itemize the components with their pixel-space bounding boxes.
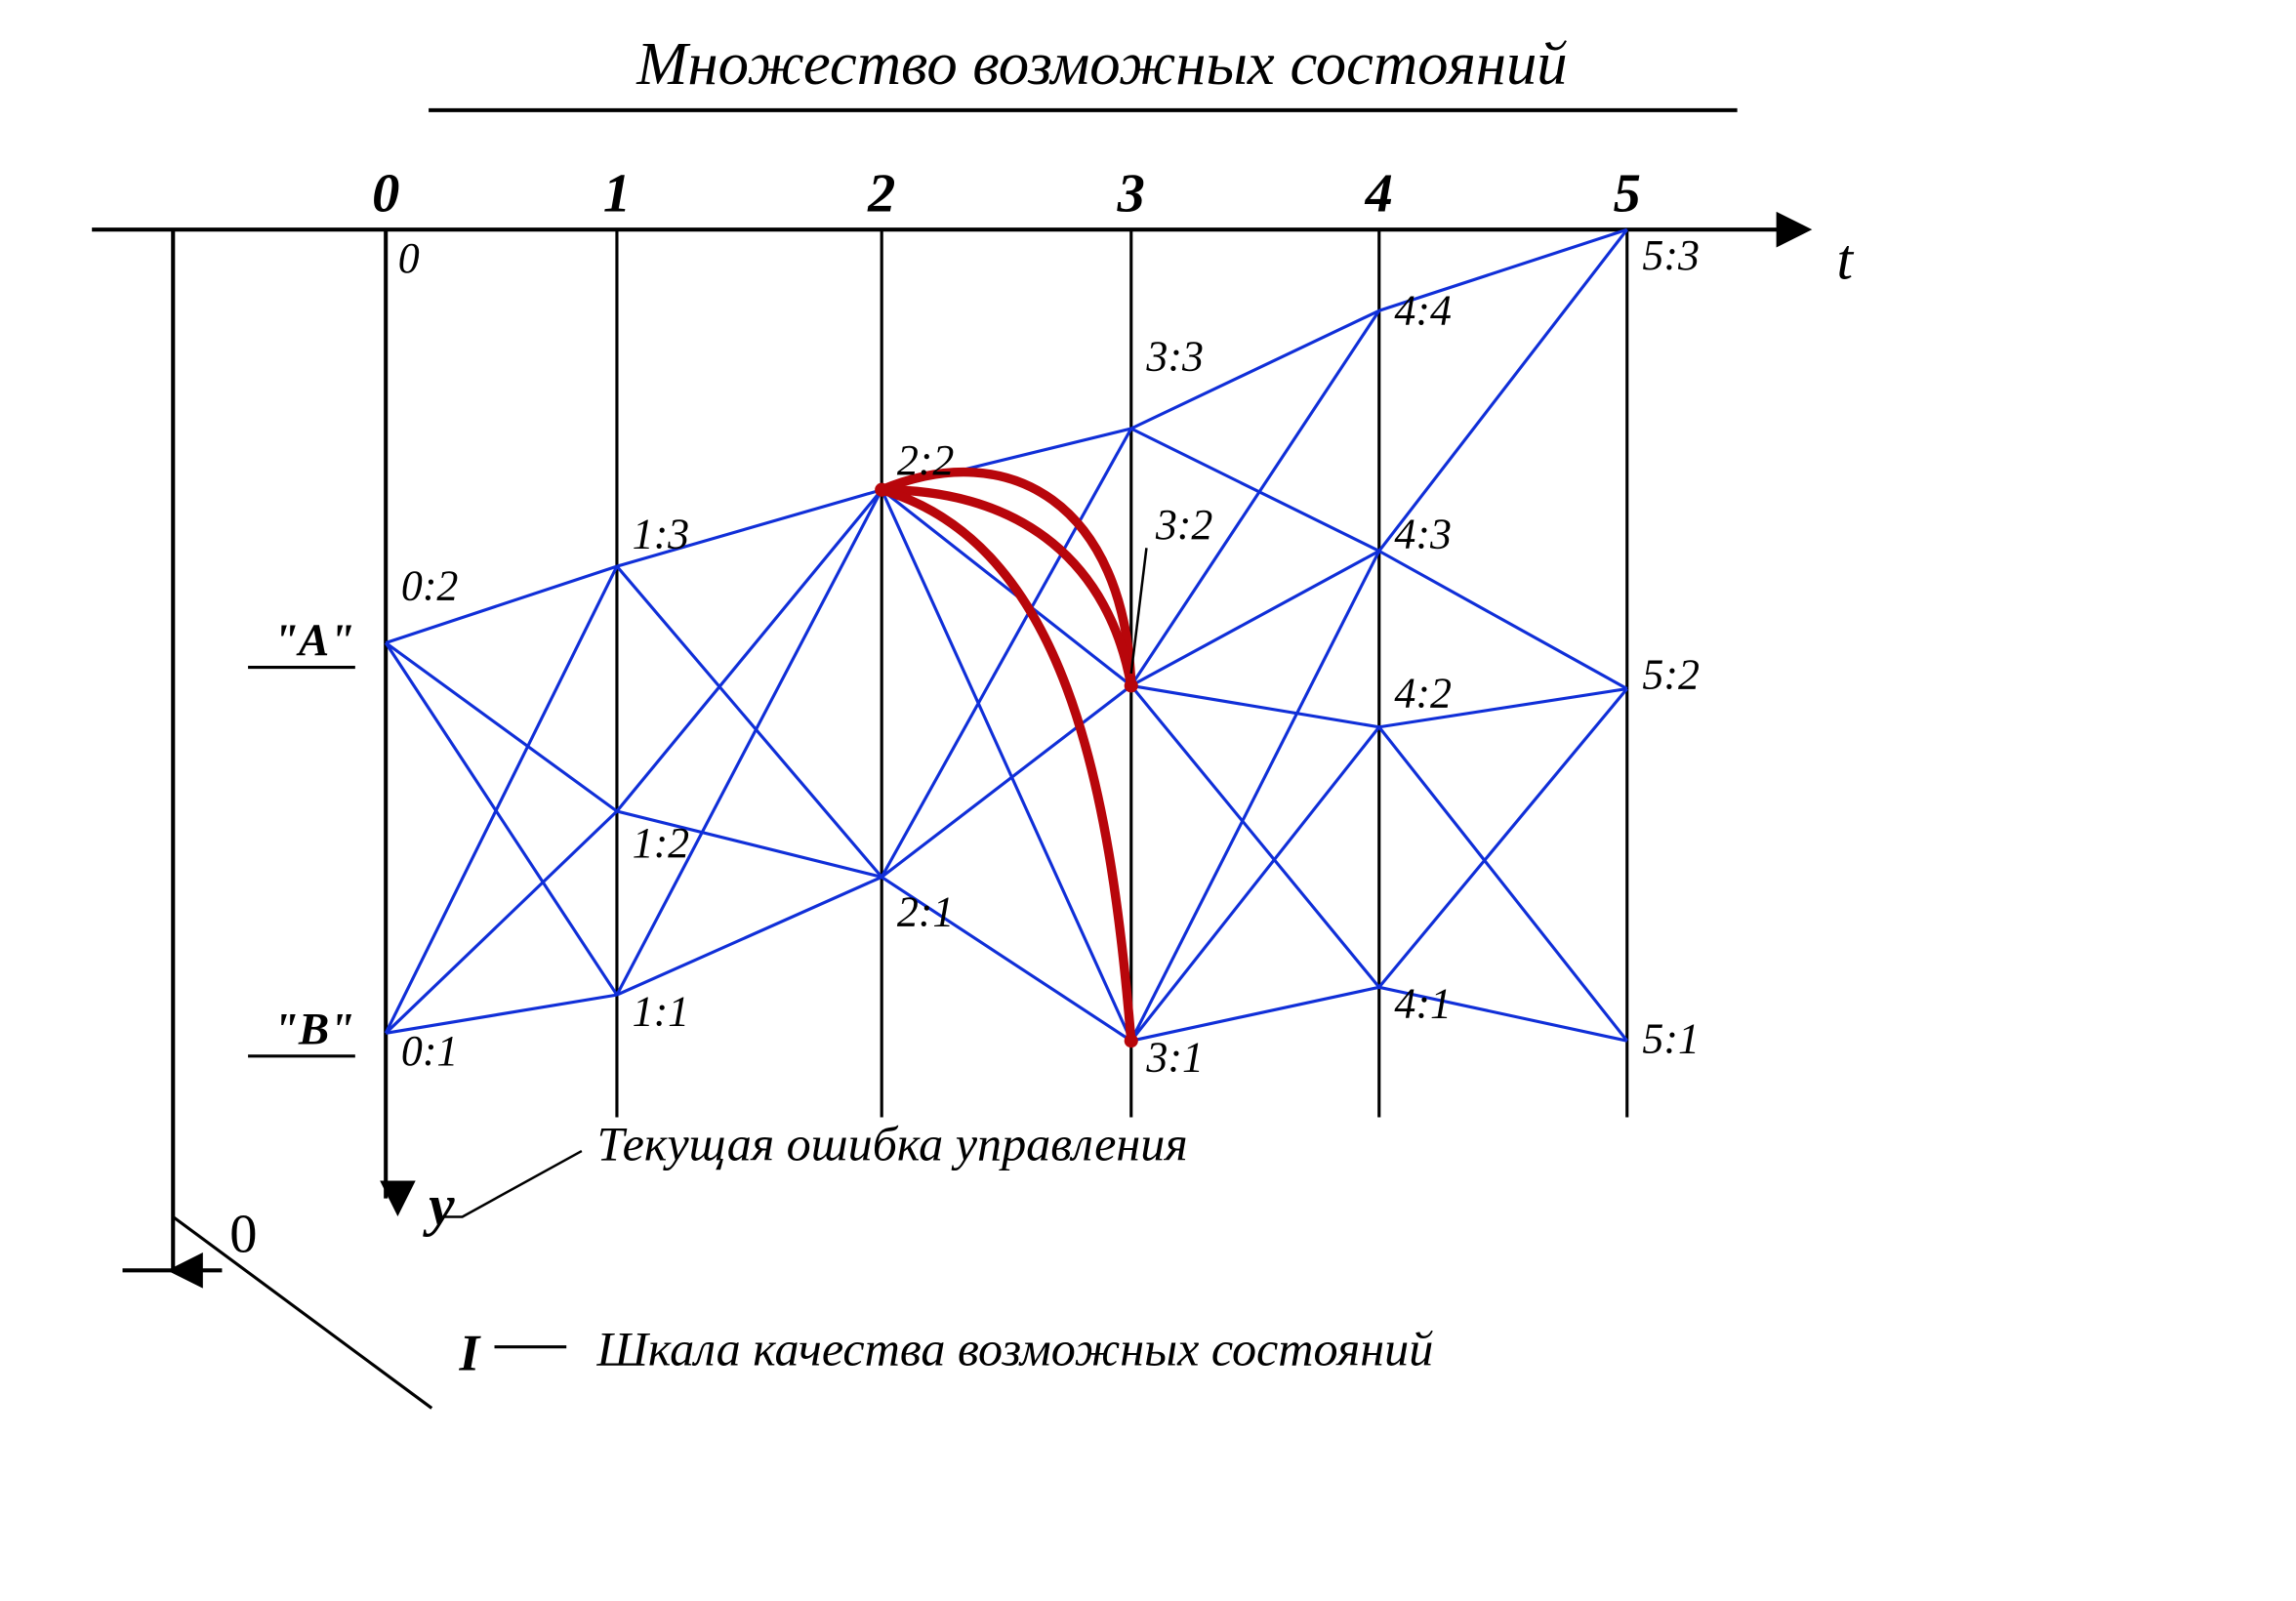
node-label: 2:1 — [897, 889, 955, 936]
edge — [386, 643, 617, 811]
edge — [1131, 551, 1379, 685]
t-axis-label: t — [1837, 226, 1855, 291]
t-tick-label: 4 — [1365, 163, 1393, 224]
t-tick-label: 3 — [1117, 163, 1145, 224]
t-axis-ticks: 0 1 2 3 4 5 — [372, 163, 1641, 224]
node-label: 4:3 — [1394, 511, 1452, 557]
node-label: 0:1 — [401, 1028, 459, 1075]
highlight-node — [1125, 1034, 1138, 1047]
node-label: 3:2 — [1155, 502, 1213, 549]
y-axis-label: y — [423, 1172, 455, 1237]
label-b: "В" — [273, 1004, 355, 1054]
graph-edges — [386, 229, 1627, 1041]
state-diagram: Множество возможных состояний t 0 1 2 3 4 5 0… — [0, 0, 2296, 1601]
edge — [1131, 685, 1379, 987]
node-label: 4:4 — [1394, 287, 1452, 334]
node-label: 0:2 — [401, 563, 459, 610]
node-label: 5:3 — [1642, 232, 1700, 279]
y-caption-leader — [444, 1151, 582, 1216]
edge — [386, 566, 617, 1033]
node-label: 1:1 — [633, 988, 690, 1035]
leader-3-2 — [1131, 548, 1147, 674]
node-label: 4:2 — [1394, 670, 1452, 717]
highlight-node — [875, 483, 888, 497]
edge — [1379, 551, 1627, 688]
i-axis-caption: Шкала качества возможных состояний — [596, 1322, 1434, 1376]
node-label: 5:2 — [1642, 652, 1700, 699]
title-text: Множество возможных состояний — [636, 29, 1567, 98]
highlight-node — [1125, 678, 1138, 692]
edge — [386, 643, 617, 996]
y-caption: Текущая ошибка управления — [597, 1116, 1188, 1170]
edge — [1131, 551, 1379, 1041]
edge — [617, 490, 882, 995]
t-tick-label: 2 — [867, 163, 895, 224]
t-tick-label: 5 — [1614, 163, 1641, 224]
edge — [1379, 229, 1627, 551]
i-axis-diagonal — [173, 1216, 431, 1408]
i-axis-zero: 0 — [229, 1205, 257, 1265]
i-axis-label: I — [458, 1324, 481, 1381]
edge — [617, 877, 882, 995]
node-label: 1:2 — [633, 820, 690, 867]
label-a: "А" — [273, 615, 355, 666]
node-label: 4:1 — [1394, 981, 1452, 1028]
t-tick-label: 1 — [603, 163, 631, 224]
origin-label: 0 — [398, 235, 420, 282]
node-label: 2:2 — [897, 437, 955, 484]
node-label: 1:3 — [633, 511, 690, 557]
t-tick-label: 0 — [372, 163, 399, 224]
edge — [1131, 685, 1379, 726]
edge — [1379, 689, 1627, 988]
node-label: 5:1 — [1642, 1016, 1700, 1063]
node-label: 3:1 — [1145, 1035, 1204, 1082]
node-label: 3:3 — [1145, 333, 1204, 380]
